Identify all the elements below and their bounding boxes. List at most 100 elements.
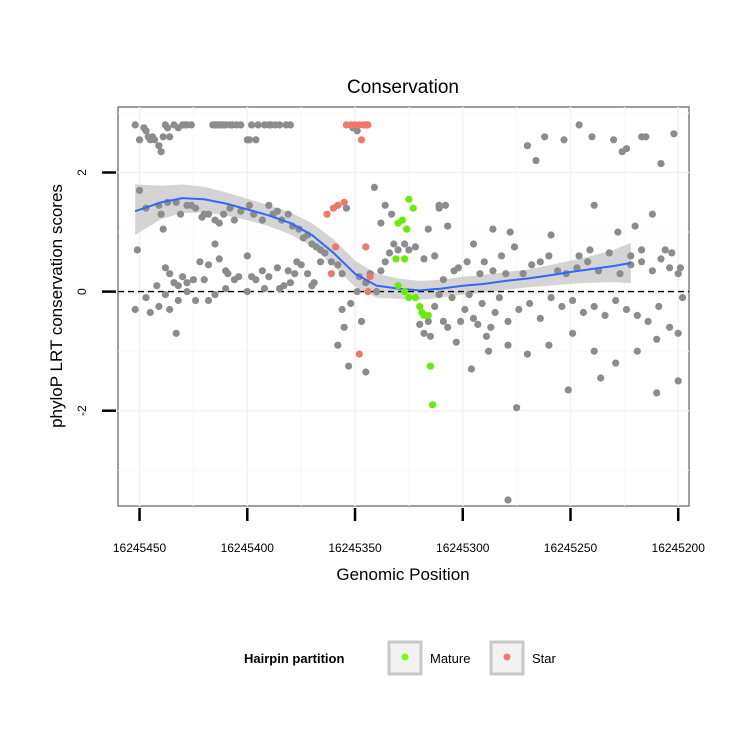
point-other [327, 258, 335, 266]
point-other [321, 249, 329, 257]
x-tick-label: 16245350 [328, 541, 382, 555]
point-other [545, 252, 553, 260]
point-other [678, 294, 687, 302]
point-mature [401, 255, 409, 263]
point-other [166, 133, 174, 141]
point-other [211, 291, 219, 299]
point-star [329, 204, 338, 212]
point-other [131, 121, 139, 129]
point-other [310, 279, 318, 287]
smooth-line-layer [134, 197, 631, 292]
point-other [338, 305, 346, 314]
point-other [612, 296, 620, 305]
point-other [245, 201, 253, 209]
point-other [547, 294, 555, 302]
point-other [526, 299, 534, 308]
legend: Hairpin partition Mature Star [244, 640, 557, 676]
point-other [655, 302, 663, 311]
x-axis: 16245450 16245400 16245350 16245300 16245250… [113, 508, 705, 555]
point-other [575, 121, 583, 129]
point-mature [394, 282, 402, 290]
y-tick-label: 2 [75, 169, 89, 176]
point-other [362, 368, 370, 376]
point-other [642, 133, 650, 141]
point-other [187, 121, 195, 129]
point-star [364, 288, 372, 296]
point-other [304, 270, 312, 278]
point-other [504, 496, 512, 504]
point-other [439, 317, 447, 325]
point-other [243, 288, 251, 296]
point-other [135, 186, 144, 194]
point-other [416, 320, 424, 328]
point-other [273, 207, 281, 215]
point-other [674, 329, 682, 337]
point-other [536, 258, 544, 266]
point-other [265, 273, 273, 281]
point-other [474, 320, 482, 328]
point-other [590, 201, 598, 209]
point-other [467, 365, 475, 373]
point-other [644, 317, 652, 325]
point-other [411, 243, 419, 251]
point-other [142, 294, 150, 302]
point-other [370, 183, 378, 191]
point-mature [403, 225, 411, 233]
point-star [332, 243, 340, 251]
point-other [461, 305, 469, 314]
point-other [597, 374, 605, 382]
point-other [622, 145, 631, 153]
point-other [674, 270, 682, 278]
point-other [220, 210, 228, 218]
y-axis-title: phyloP LRT conservation scores [47, 184, 66, 428]
point-other [444, 222, 452, 230]
point-other [230, 216, 238, 224]
point-other [235, 273, 243, 281]
point-other [547, 231, 555, 239]
point-other [506, 228, 514, 236]
point-other [316, 258, 325, 266]
point-other [151, 136, 159, 144]
series-star-points [323, 121, 374, 358]
point-other [610, 136, 618, 144]
point-other [426, 332, 434, 340]
point-other [192, 204, 200, 212]
point-other [183, 288, 191, 296]
point-other [424, 317, 432, 325]
point-other [648, 267, 657, 275]
point-other [515, 305, 523, 314]
point-star [323, 210, 331, 218]
point-other [575, 252, 583, 260]
point-mature [392, 255, 400, 263]
point-other [353, 288, 361, 296]
point-other [588, 133, 596, 141]
point-other [381, 201, 389, 209]
point-other [633, 347, 641, 355]
point-other [476, 270, 484, 278]
point-other [448, 294, 456, 302]
point-other [345, 362, 353, 370]
point-other [465, 291, 473, 299]
legend-label-mature: Mature [430, 651, 470, 666]
point-other [482, 332, 491, 340]
point-other [377, 219, 385, 227]
point-mature [405, 294, 413, 302]
point-other [622, 305, 631, 314]
y-tick-label: -2 [75, 405, 89, 416]
point-other [616, 270, 624, 278]
point-other [457, 317, 465, 325]
point-other [480, 258, 488, 266]
point-star [327, 270, 335, 278]
point-other [491, 308, 499, 317]
x-tick-label: 16245300 [436, 541, 490, 555]
point-other [200, 276, 208, 284]
point-other [653, 335, 661, 343]
point-other [444, 323, 452, 331]
point-other [357, 317, 366, 325]
point-other [161, 291, 169, 299]
point-other [648, 210, 657, 218]
point-other [510, 243, 519, 251]
point-other [155, 142, 163, 150]
point-other [135, 136, 144, 144]
point-other [674, 377, 682, 385]
